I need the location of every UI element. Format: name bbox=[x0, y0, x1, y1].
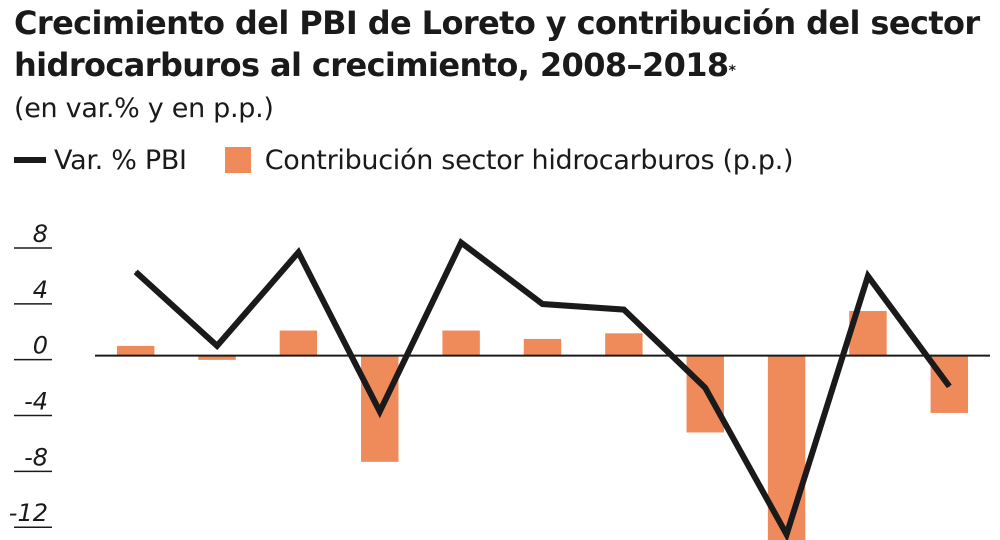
legend-line-label: Var. % PBI bbox=[54, 144, 187, 176]
line-point-2018 bbox=[948, 385, 950, 387]
line-point-2015 bbox=[704, 387, 706, 389]
line-point-2016 bbox=[786, 533, 788, 535]
y-tick-label: 0 bbox=[33, 332, 48, 360]
legend-item-line: Var. % PBI bbox=[14, 145, 187, 176]
line-point-2013 bbox=[542, 303, 543, 305]
bar-2014 bbox=[605, 333, 643, 356]
chart-title: Crecimiento del PBI de Loreto y contribu… bbox=[14, 2, 994, 86]
bar-2012 bbox=[442, 330, 480, 356]
chart-title-footnote-mark: * bbox=[728, 63, 736, 79]
bars-group bbox=[116, 310, 969, 540]
y-tick-label: 8 bbox=[33, 220, 48, 248]
y-tick-label: 4 bbox=[33, 276, 48, 304]
chart-legend: Var. % PBI Contribución sector hidrocarb… bbox=[14, 142, 831, 178]
line-point-2011 bbox=[379, 411, 381, 413]
bar-2013 bbox=[523, 338, 562, 356]
bar-2010 bbox=[279, 330, 318, 356]
line-point-2009 bbox=[216, 345, 218, 347]
chart-title-text: hidrocarburos al crecimiento, 2008–2018 bbox=[14, 46, 729, 84]
line-point-2012 bbox=[460, 242, 462, 244]
line-point-2014 bbox=[623, 309, 625, 311]
legend-bar-swatch bbox=[224, 147, 251, 173]
line-series-group bbox=[133, 237, 952, 540]
y-tick-label: -8 bbox=[24, 443, 48, 471]
y-axis: 8 4 0 -4 -8 -12 bbox=[9, 220, 52, 528]
bar-2009 bbox=[198, 355, 236, 360]
bar-2008 bbox=[116, 345, 155, 356]
chart-title-line-1: Crecimiento del PBI de Loreto y contribu… bbox=[14, 4, 980, 42]
line-var-pbi bbox=[133, 237, 952, 540]
legend-bar-label: Contribución sector hidrocarburos (p.p.) bbox=[264, 144, 794, 176]
legend-item-bar: Contribución sector hidrocarburos (p.p.) bbox=[224, 144, 794, 176]
legend-line-swatch bbox=[14, 157, 46, 163]
line-point-2008 bbox=[135, 271, 137, 273]
chart-title-line-2: hidrocarburos al crecimiento, 2008–2018* bbox=[14, 44, 994, 86]
line-point-2010 bbox=[297, 251, 299, 253]
line-point-2017 bbox=[867, 275, 869, 277]
y-tick-label: -12 bbox=[9, 499, 48, 527]
chart-subtitle: (en var.% y en p.p.) bbox=[14, 93, 274, 124]
y-tick-label: -4 bbox=[24, 388, 48, 416]
bar-2015 bbox=[686, 355, 724, 433]
